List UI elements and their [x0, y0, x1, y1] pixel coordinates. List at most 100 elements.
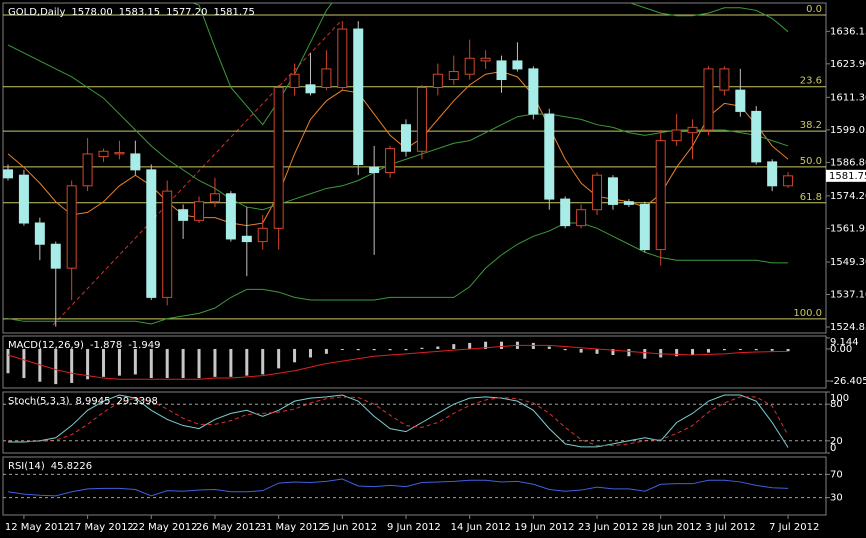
y-tick-label: 1611.30: [830, 92, 866, 103]
y-tick-label: 1524.85: [830, 322, 866, 333]
histogram-bar: [436, 346, 440, 349]
candle-body: [416, 86, 427, 152]
histogram-bar: [149, 348, 153, 379]
y-tick-label: 1636.15: [830, 26, 866, 37]
histogram-bar: [356, 348, 360, 351]
histogram-bar: [595, 348, 599, 354]
readout-value: -1.878: [90, 340, 122, 351]
candle-body: [687, 126, 698, 134]
fib-label: 38.2: [800, 120, 822, 131]
candle-body: [783, 175, 794, 187]
indicator-line: [7, 478, 789, 497]
readout-value: 1583.15: [119, 7, 160, 18]
histogram-bar: [70, 348, 74, 383]
x-tick-label: 22 May 2012: [132, 522, 197, 533]
plot-area: [6, 341, 790, 385]
histogram-bar: [547, 346, 551, 349]
histogram-bar: [165, 348, 169, 379]
histogram-bar: [54, 348, 58, 385]
histogram-bar: [627, 348, 631, 357]
candle-body: [401, 124, 411, 152]
y-tick-label: 80: [830, 399, 843, 410]
x-tick-label: 5 Jun 2012: [323, 522, 377, 533]
candle-body: [305, 84, 316, 94]
readout-value: 1577.20: [166, 7, 207, 18]
candle-body: [337, 28, 348, 88]
candle-body: [432, 73, 443, 88]
x-tick-label: 7 Jul 2012: [769, 522, 819, 533]
candle-body: [3, 169, 13, 179]
histogram-bar: [500, 341, 504, 349]
histogram-bar: [484, 341, 488, 349]
x-tick-label: 31 May 2012: [260, 522, 325, 533]
readout-value: 1578.00: [71, 7, 112, 18]
x-tick-label: 9 Jun 2012: [387, 522, 441, 533]
histogram-bar: [579, 348, 583, 353]
y-tick-label: -26.405: [830, 376, 866, 387]
candle-body: [576, 209, 587, 227]
panel-frame: [2, 391, 827, 454]
y-tick-label: 1623.90: [830, 59, 866, 70]
histogram-bar: [197, 348, 201, 379]
plot-area: [7, 478, 789, 497]
indicator-line: [191, 3, 789, 126]
candle-body: [289, 73, 300, 88]
fib-label: 61.8: [800, 192, 822, 203]
candle-body: [114, 152, 125, 155]
x-tick-label: 12 May 2012: [5, 522, 70, 533]
histogram-bar: [245, 348, 249, 376]
candle-body: [592, 174, 603, 211]
histogram-bar: [611, 348, 615, 356]
histogram-bar: [229, 348, 233, 377]
y-tick-label: 20: [830, 436, 843, 447]
x-tick-label: 17 May 2012: [69, 522, 134, 533]
candle-body: [735, 89, 746, 112]
candle-body: [225, 193, 236, 240]
candle-body: [18, 174, 29, 224]
y-tick-label: 100: [830, 393, 849, 404]
histogram-bar: [468, 342, 472, 349]
y-tick-label: 1586.80: [830, 157, 866, 168]
y-tick-label: 70: [830, 469, 843, 480]
panel-title: GOLD,Daily: [8, 7, 65, 18]
histogram-bar: [22, 348, 26, 379]
candle-body: [257, 227, 268, 243]
candle-body: [66, 185, 77, 269]
y-tick-label: 1599.05: [830, 125, 866, 136]
indicator-line: [7, 44, 789, 211]
panel-title: MACD(12,26,9): [8, 340, 84, 351]
readout-value: -1.949: [128, 340, 160, 351]
x-tick-label: 14 Jun 2012: [451, 522, 511, 533]
candle-body: [34, 222, 45, 245]
last-price-label: 1581.75: [829, 171, 866, 182]
plot-area: [3, 3, 826, 327]
candle-body: [369, 166, 380, 174]
histogram-bar: [754, 348, 758, 351]
readout-value: 29.3398: [116, 396, 157, 407]
candle-body: [448, 71, 459, 81]
panel-frame: [2, 2, 827, 334]
candle-body: [655, 140, 666, 251]
histogram-bar: [117, 348, 121, 376]
candle-body: [767, 161, 778, 187]
x-tick-label: 3 Jul 2012: [705, 522, 755, 533]
histogram-bar: [738, 348, 742, 350]
x-tick-label: 23 Jun 2012: [578, 522, 638, 533]
readout-value: 45.8226: [51, 461, 92, 472]
histogram-bar: [102, 348, 106, 377]
histogram-bar: [388, 348, 392, 351]
fib-label: 0.0: [806, 4, 822, 15]
y-tick-label: 0: [830, 443, 836, 454]
readout-value: 1581.75: [213, 7, 254, 18]
histogram-bar: [675, 348, 679, 357]
candle-body: [50, 243, 61, 269]
histogram-bar: [308, 348, 312, 358]
candle-body: [560, 198, 571, 227]
candle-body: [130, 153, 141, 171]
candle-body: [146, 169, 157, 298]
y-tick-label: 1574.20: [830, 191, 866, 202]
readout-value: 8.9945: [75, 396, 110, 407]
candle-body: [512, 60, 523, 70]
candle-body: [623, 201, 634, 205]
